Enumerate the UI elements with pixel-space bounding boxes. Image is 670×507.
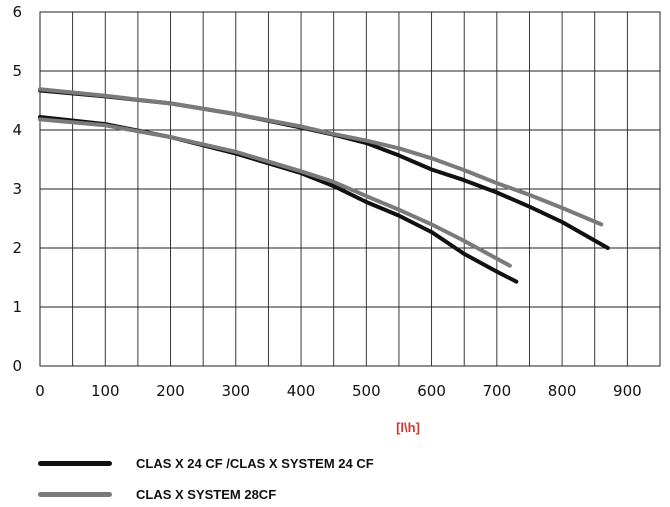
curves — [38, 87, 610, 284]
x-tick-label: 200 — [156, 382, 185, 400]
x-tick-label: 800 — [548, 382, 577, 400]
curve-line-1 — [38, 115, 519, 284]
x-tick-label: 400 — [287, 382, 316, 400]
pump-curve-chart: 0 1 2 3 4 5 6 0 100 200 300 400 500 600 700 800 900 [l\… — [12, 3, 661, 435]
x-tick-label: 300 — [221, 382, 250, 400]
y-tick-label: 6 — [12, 3, 22, 21]
legend-item-1: CLAS X 24 CF /CLAS X SYSTEM 24 CF — [38, 452, 638, 474]
x-tick-label: 600 — [417, 382, 446, 400]
y-tick-label: 3 — [12, 180, 22, 198]
curve-line-4 — [38, 87, 604, 227]
grid — [39, 11, 661, 367]
x-tick-label: 500 — [352, 382, 381, 400]
legend-label-2: CLAS X SYSTEM 28CF — [136, 486, 277, 502]
x-tick-label: 100 — [91, 382, 120, 400]
y-tick-label: 2 — [12, 239, 22, 257]
curve-line-2 — [38, 117, 512, 268]
y-tick-label: 4 — [12, 121, 22, 139]
x-tick-labels: 0 100 200 300 400 500 600 700 800 900 — [35, 382, 641, 400]
legend-swatch-1 — [38, 460, 112, 466]
curve-line-3 — [38, 88, 610, 250]
x-tick-label: 700 — [483, 382, 512, 400]
legend-item-2: CLAS X SYSTEM 28CF — [38, 483, 638, 505]
y-tick-labels: 0 1 2 3 4 5 6 — [12, 3, 22, 375]
x-tick-label: 900 — [613, 382, 642, 400]
x-tick-label: 0 — [35, 382, 45, 400]
x-axis-label: [l\h] — [396, 420, 420, 435]
y-tick-label: 5 — [12, 62, 22, 80]
legend-swatch-2 — [38, 491, 112, 497]
y-tick-label: 1 — [12, 298, 22, 316]
y-tick-label: 0 — [12, 357, 22, 375]
legend-label-1: CLAS X 24 CF /CLAS X SYSTEM 24 CF — [136, 455, 374, 471]
